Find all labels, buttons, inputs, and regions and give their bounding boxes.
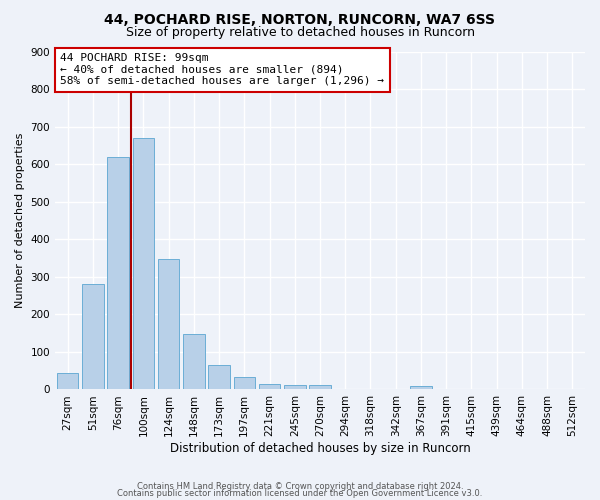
Text: 44, POCHARD RISE, NORTON, RUNCORN, WA7 6SS: 44, POCHARD RISE, NORTON, RUNCORN, WA7 6… [104,12,496,26]
Bar [158,259,179,390]
Text: Contains public sector information licensed under the Open Government Licence v3: Contains public sector information licen… [118,488,482,498]
Bar [233,378,255,390]
Text: 44 POCHARD RISE: 99sqm
← 40% of detached houses are smaller (894)
58% of semi-de: 44 POCHARD RISE: 99sqm ← 40% of detached… [61,53,385,86]
Bar [309,386,331,390]
Bar [259,384,280,390]
Bar [284,385,305,390]
Y-axis label: Number of detached properties: Number of detached properties [15,133,25,308]
Bar [208,365,230,390]
X-axis label: Distribution of detached houses by size in Runcorn: Distribution of detached houses by size … [170,442,470,455]
Text: Size of property relative to detached houses in Runcorn: Size of property relative to detached ho… [125,26,475,39]
Bar [133,138,154,390]
Bar [82,284,104,390]
Bar [57,372,79,390]
Bar [410,386,431,390]
Bar [183,334,205,390]
Bar [107,156,129,390]
Text: Contains HM Land Registry data © Crown copyright and database right 2024.: Contains HM Land Registry data © Crown c… [137,482,463,491]
